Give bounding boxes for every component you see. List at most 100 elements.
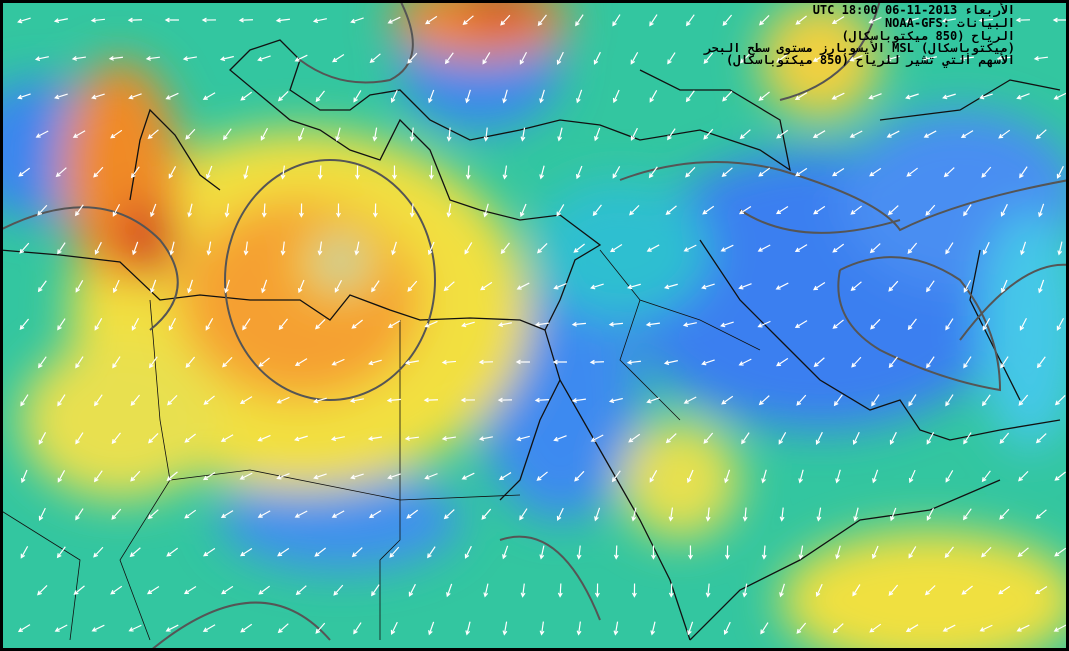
wind-arrow bbox=[722, 90, 733, 102]
wind-arrow bbox=[73, 585, 85, 595]
wind-arrow bbox=[627, 283, 641, 290]
wind-arrow bbox=[258, 585, 271, 595]
wind-arrow bbox=[682, 322, 697, 328]
wind-arrow bbox=[127, 17, 142, 23]
wind-arrow bbox=[832, 243, 845, 253]
wind-arrow bbox=[37, 280, 47, 293]
wind-arrow bbox=[371, 584, 380, 597]
wind-arrow bbox=[594, 127, 601, 142]
wind-arrow bbox=[945, 394, 954, 407]
wind-arrow bbox=[220, 434, 234, 442]
wind-arrow bbox=[427, 546, 436, 559]
wind-arrow bbox=[465, 165, 471, 180]
wind-arrow bbox=[277, 623, 289, 634]
wind-arrow bbox=[349, 398, 364, 403]
wind-arrow bbox=[443, 281, 455, 292]
wind-arrow bbox=[502, 165, 508, 180]
wind-arrow bbox=[776, 357, 789, 367]
wind-arrow bbox=[17, 624, 31, 633]
wind-arrow bbox=[553, 283, 567, 290]
wind-arrow bbox=[20, 394, 29, 407]
wind-arrow bbox=[1015, 17, 1030, 23]
wind-arrow bbox=[833, 394, 843, 407]
wind-arrow bbox=[75, 432, 84, 445]
wind-arrow bbox=[612, 14, 621, 27]
wind-arrow bbox=[775, 206, 789, 215]
wind-arrow bbox=[220, 510, 234, 519]
wind-arrow bbox=[278, 318, 288, 331]
wind-arrow bbox=[294, 435, 308, 442]
wind-arrow bbox=[166, 547, 179, 557]
wind-arrow bbox=[701, 359, 715, 366]
legend-line: الرياح (850 ميكتوباسكال) bbox=[842, 29, 1015, 44]
wind-arrow bbox=[908, 394, 917, 407]
wind-arrow bbox=[888, 356, 898, 369]
wind-arrow bbox=[1016, 624, 1030, 632]
wind-arrow bbox=[276, 473, 290, 480]
wind-arrow bbox=[869, 243, 881, 254]
wind-arrow bbox=[701, 283, 715, 290]
wind-arrow bbox=[465, 621, 471, 636]
wind-arrow bbox=[38, 431, 47, 445]
wind-arrow bbox=[409, 203, 415, 218]
wind-arrow bbox=[353, 622, 362, 635]
wind-arrow bbox=[18, 167, 31, 177]
wind-arrow bbox=[37, 584, 48, 596]
wind-arrow bbox=[295, 585, 307, 596]
wind-arrow bbox=[962, 508, 972, 521]
wind-arrow bbox=[926, 280, 935, 293]
wind-arrow bbox=[663, 360, 678, 366]
wind-arrow bbox=[74, 204, 84, 217]
wind-arrow bbox=[778, 432, 787, 445]
wind-arrow bbox=[776, 129, 789, 139]
wind-arrow bbox=[519, 508, 528, 521]
wind-arrow bbox=[868, 93, 882, 100]
wind-arrow bbox=[298, 203, 304, 218]
wind-arrow bbox=[703, 128, 714, 140]
wind-arrow bbox=[354, 241, 360, 256]
wind-arrow bbox=[850, 205, 863, 215]
wind-arrow bbox=[131, 317, 140, 331]
wind-arrow bbox=[924, 585, 936, 596]
wind-arrow bbox=[336, 203, 341, 218]
wind-arrow bbox=[852, 431, 860, 446]
wind-arrow bbox=[502, 89, 508, 104]
wind-arrow bbox=[853, 507, 859, 522]
wind-arrow bbox=[851, 356, 862, 368]
wind-arrow bbox=[999, 508, 1010, 520]
wind-arrow bbox=[167, 394, 178, 406]
wind-arrow bbox=[687, 621, 694, 636]
wind-arrow bbox=[573, 243, 585, 253]
wind-arrow bbox=[75, 280, 84, 293]
wind-arrow bbox=[539, 621, 545, 636]
wind-arrow bbox=[294, 54, 308, 62]
wind-arrow bbox=[369, 53, 381, 64]
wind-arrow bbox=[1000, 279, 1008, 294]
wind-arrow bbox=[998, 585, 1011, 595]
wind-arrow bbox=[315, 622, 326, 634]
wind-arrow bbox=[979, 624, 993, 632]
wind-arrow bbox=[183, 586, 197, 595]
wind-arrow bbox=[1038, 203, 1045, 218]
wind-arrow bbox=[406, 509, 419, 519]
wind-arrow bbox=[72, 130, 86, 138]
wind-arrow bbox=[334, 279, 343, 293]
wind-arrow bbox=[650, 621, 656, 636]
wind-arrow bbox=[111, 508, 122, 520]
wind-arrow bbox=[515, 435, 530, 442]
wind-arrow bbox=[240, 91, 253, 101]
wind-arrow bbox=[277, 91, 289, 102]
wind-arrow bbox=[742, 507, 748, 522]
wind-arrow bbox=[816, 507, 822, 522]
wind-arrow bbox=[705, 583, 711, 598]
wind-arrow bbox=[91, 93, 105, 100]
wind-arrow bbox=[575, 165, 583, 180]
wind-arrow bbox=[407, 280, 418, 292]
wind-arrow bbox=[999, 432, 1010, 444]
wind-arrow bbox=[464, 242, 473, 255]
wind-arrow bbox=[184, 509, 197, 519]
wind-arrow bbox=[38, 507, 46, 521]
wind-arrow bbox=[294, 510, 308, 518]
wind-arrow bbox=[313, 397, 327, 404]
wind-arrow bbox=[128, 624, 142, 632]
